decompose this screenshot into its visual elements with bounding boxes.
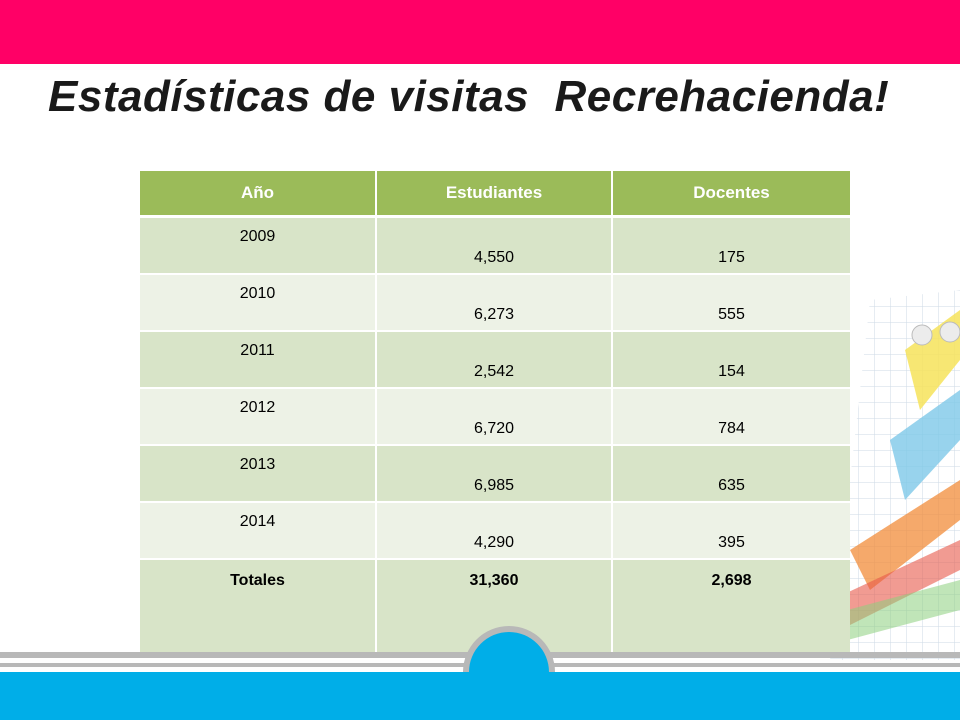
cell-year: 2013: [140, 445, 377, 503]
table-row: 2009 4,550 175: [140, 216, 850, 275]
cell-students: 6,985: [376, 445, 613, 503]
table-row: 2012 6,720 784: [140, 388, 850, 446]
cell-teachers: 154: [612, 331, 850, 389]
page-title: Estadísticas de visitas Recrehacienda!: [48, 72, 890, 121]
bottom-bar: [0, 626, 960, 720]
header-students: Estudiantes: [376, 171, 613, 218]
cell-year: 2010: [140, 274, 377, 332]
top-accent-bar: [0, 0, 960, 64]
cell-teachers: 175: [612, 216, 850, 275]
cell-students: 4,290: [376, 502, 613, 560]
header-year: Año: [140, 171, 377, 218]
cell-year: 2009: [140, 216, 377, 275]
header-teachers: Docentes: [612, 171, 850, 218]
bottom-blue-band: [0, 672, 960, 720]
cell-teachers: 635: [612, 445, 850, 503]
table-header-row: Año Estudiantes Docentes: [140, 171, 850, 218]
table-row: 2013 6,985 635: [140, 445, 850, 503]
table-row: 2014 4,290 395: [140, 502, 850, 560]
cell-students: 4,550: [376, 216, 613, 275]
cell-year: 2014: [140, 502, 377, 560]
cell-students: 6,273: [376, 274, 613, 332]
totals-label: Totales: [140, 559, 377, 654]
totals-teachers: 2,698: [612, 559, 850, 654]
totals-row: Totales 31,360 2,698: [140, 559, 850, 654]
table-row: 2010 6,273 555: [140, 274, 850, 332]
cell-year: 2011: [140, 331, 377, 389]
cell-teachers: 555: [612, 274, 850, 332]
cell-year: 2012: [140, 388, 377, 446]
cell-students: 2,542: [376, 331, 613, 389]
cell-teachers: 784: [612, 388, 850, 446]
table-row: 2011 2,542 154: [140, 331, 850, 389]
cell-teachers: 395: [612, 502, 850, 560]
visits-stats-table: Año Estudiantes Docentes 2009 4,550 175 …: [140, 171, 850, 654]
cell-students: 6,720: [376, 388, 613, 446]
